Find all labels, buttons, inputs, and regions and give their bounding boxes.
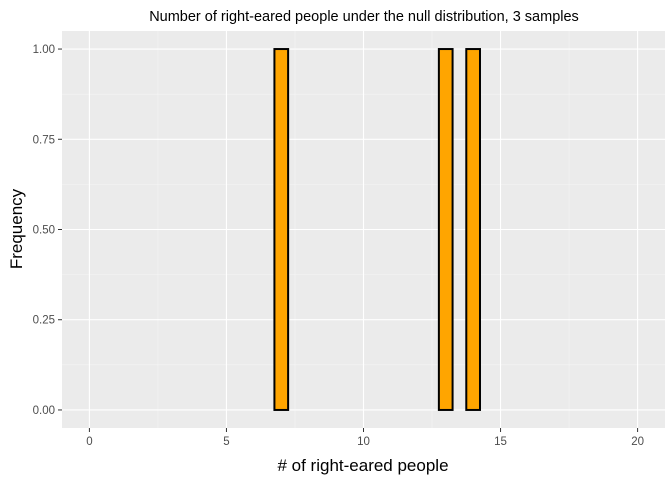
x-tick-label: 0 — [86, 436, 92, 448]
y-tick-label: 0.75 — [33, 134, 55, 146]
bar — [437, 48, 454, 411]
y-tick-label: 1.00 — [33, 44, 55, 56]
bars — [273, 48, 481, 411]
y-tick-label: 0.50 — [33, 225, 55, 237]
x-tick-label: 15 — [494, 436, 507, 448]
chart-title: Number of right-eared people under the n… — [149, 9, 579, 25]
x-tick-label: 20 — [631, 436, 644, 448]
y-tick-label: 0.25 — [33, 315, 55, 327]
bar — [273, 48, 290, 411]
x-axis: 0 5 10 15 20 — [86, 428, 644, 448]
x-tick-label: 5 — [223, 436, 229, 448]
bar — [465, 48, 481, 411]
y-axis-title: Frequency — [7, 188, 26, 269]
x-tick-label: 10 — [357, 436, 370, 448]
x-axis-title: # of right-eared people — [277, 456, 448, 475]
y-tick-label: 0.00 — [33, 405, 55, 417]
y-axis: 0.00 0.25 0.50 0.75 1.00 — [33, 44, 62, 417]
grid-lines — [62, 31, 665, 428]
